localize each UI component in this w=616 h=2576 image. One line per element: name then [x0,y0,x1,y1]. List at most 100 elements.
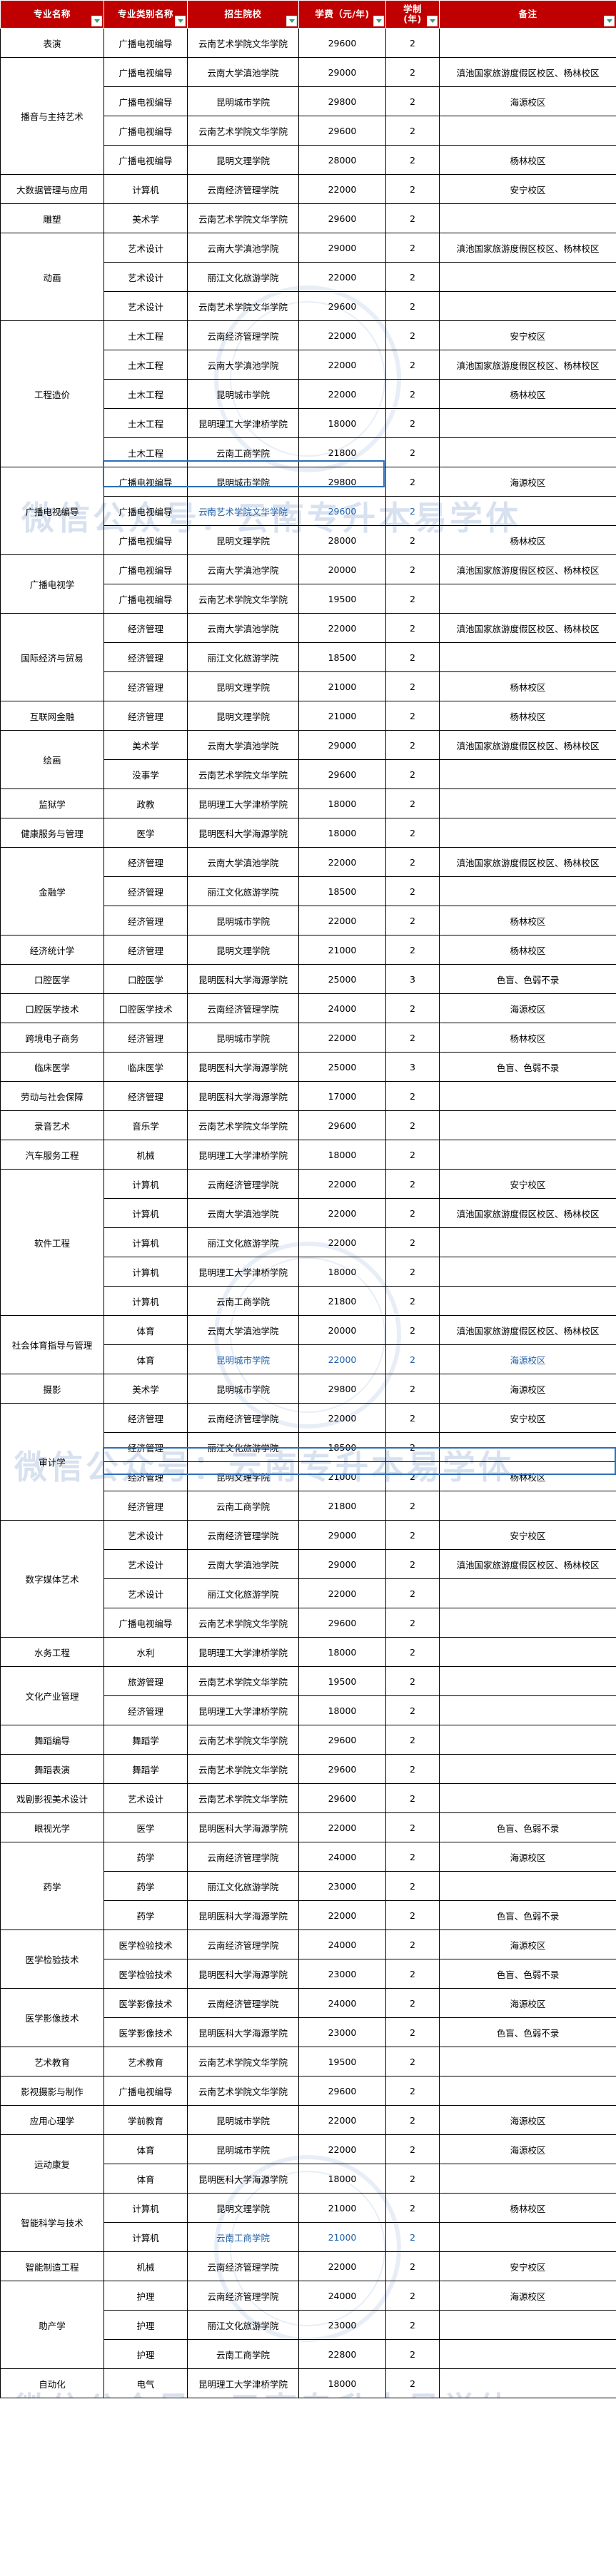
cell-note[interactable]: 滇池国家旅游度假区校区、杨林校区 [439,350,616,380]
cell-note[interactable]: 海源校区 [439,2281,616,2311]
cell-years[interactable]: 2 [385,145,440,175]
cell-category[interactable]: 经济管理 [103,847,188,877]
cell-school[interactable]: 昆明城市学院 [187,2105,299,2135]
cell-school[interactable]: 云南大学滇池学院 [187,1198,299,1228]
cell-category[interactable]: 舞蹈学 [103,1754,188,1784]
cell-note[interactable]: 滇池国家旅游度假区校区、杨林校区 [439,847,616,877]
cell-major[interactable]: 戏剧影视美术设计 [0,1783,104,1813]
cell-category[interactable]: 药学 [103,1900,188,1930]
cell-major[interactable]: 国际经济与贸易 [0,613,104,701]
cell-years[interactable]: 2 [385,28,440,58]
cell-school[interactable]: 昆明理工大学津桥学院 [187,1140,299,1170]
cell-school[interactable]: 云南工商学院 [187,437,299,467]
cell-note[interactable] [439,1286,616,1316]
filter-dropdown-icon-school[interactable] [286,16,297,26]
cell-note[interactable] [439,116,616,146]
cell-years[interactable]: 2 [385,2310,440,2340]
cell-major[interactable]: 广播电视编导 [0,467,104,555]
cell-category[interactable]: 计算机 [103,174,188,204]
cell-years[interactable]: 2 [385,437,440,467]
cell-tuition[interactable]: 22000 [298,1023,386,1053]
cell-note[interactable] [439,2310,616,2340]
cell-years[interactable]: 2 [385,1988,440,2018]
cell-tuition[interactable]: 21800 [298,1491,386,1521]
cell-note[interactable]: 安宁校区 [439,174,616,204]
cell-note[interactable] [439,2164,616,2194]
cell-category[interactable]: 音乐学 [103,1110,188,1140]
cell-category[interactable]: 经济管理 [103,876,188,906]
cell-tuition[interactable]: 29600 [298,1783,386,1813]
cell-category[interactable]: 体育 [103,1315,188,1345]
cell-school[interactable]: 丽江文化旅游学院 [187,1578,299,1608]
cell-category[interactable]: 口腔医学 [103,964,188,994]
cell-category[interactable]: 计算机 [103,1198,188,1228]
cell-tuition[interactable]: 22000 [298,174,386,204]
cell-major[interactable]: 口腔医学技术 [0,993,104,1023]
cell-years[interactable]: 2 [385,1959,440,1989]
cell-tuition[interactable]: 24000 [298,2281,386,2311]
cell-tuition[interactable]: 29600 [298,2076,386,2106]
cell-category[interactable]: 机械 [103,1140,188,1170]
cell-tuition[interactable]: 20000 [298,1315,386,1345]
cell-note[interactable] [439,1783,616,1813]
cell-tuition[interactable]: 29800 [298,467,386,497]
cell-major[interactable]: 应用心理学 [0,2105,104,2135]
cell-years[interactable]: 3 [385,964,440,994]
cell-note[interactable]: 色盲、色弱不录 [439,2017,616,2047]
cell-category[interactable]: 体育 [103,2134,188,2164]
cell-category[interactable]: 医学检验技术 [103,1930,188,1959]
cell-tuition[interactable]: 22000 [298,2251,386,2281]
filter-dropdown-icon-tuition[interactable] [373,16,384,26]
cell-school[interactable]: 云南大学滇池学院 [187,1315,299,1345]
cell-note[interactable]: 杨林校区 [439,671,616,701]
cell-note[interactable]: 杨林校区 [439,2193,616,2223]
cell-tuition[interactable]: 18000 [298,818,386,848]
cell-category[interactable]: 政教 [103,788,188,818]
cell-school[interactable]: 昆明医科大学海源学院 [187,1052,299,1082]
cell-school[interactable]: 丽江文化旅游学院 [187,642,299,672]
cell-years[interactable]: 2 [385,350,440,380]
cell-years[interactable]: 2 [385,1344,440,1374]
cell-school[interactable]: 昆明医科大学海源学院 [187,2017,299,2047]
cell-note[interactable] [439,2368,616,2398]
cell-category[interactable]: 计算机 [103,1257,188,1287]
cell-tuition[interactable]: 25000 [298,1052,386,1082]
cell-note[interactable] [439,1871,616,1901]
cell-category[interactable]: 广播电视编导 [103,584,188,614]
cell-category[interactable]: 经济管理 [103,1461,188,1491]
cell-years[interactable]: 2 [385,788,440,818]
cell-school[interactable]: 昆明理工大学津桥学院 [187,1257,299,1287]
cell-category[interactable]: 电气 [103,2368,188,2398]
cell-category[interactable]: 经济管理 [103,613,188,643]
cell-note[interactable] [439,1695,616,1725]
cell-tuition[interactable]: 29600 [298,203,386,233]
cell-tuition[interactable]: 21000 [298,935,386,965]
cell-category[interactable]: 美术学 [103,730,188,760]
cell-category[interactable]: 艺术设计 [103,233,188,263]
cell-school[interactable]: 昆明城市学院 [187,86,299,116]
cell-category[interactable]: 医学检验技术 [103,1959,188,1989]
cell-years[interactable]: 2 [385,2164,440,2194]
cell-years[interactable]: 2 [385,379,440,409]
cell-category[interactable]: 广播电视编导 [103,496,188,526]
cell-category[interactable]: 土木工程 [103,437,188,467]
cell-note[interactable] [439,1432,616,1462]
cell-note[interactable]: 安宁校区 [439,2251,616,2281]
cell-tuition[interactable]: 19500 [298,1666,386,1696]
cell-years[interactable]: 2 [385,876,440,906]
cell-years[interactable]: 2 [385,1578,440,1608]
cell-category[interactable]: 广播电视编导 [103,525,188,555]
cell-category[interactable]: 艺术设计 [103,1783,188,1813]
cell-note[interactable] [439,818,616,848]
cell-category[interactable]: 艺术设计 [103,1520,188,1550]
cell-category[interactable]: 经济管理 [103,1081,188,1111]
cell-years[interactable]: 2 [385,1637,440,1667]
cell-school[interactable]: 云南艺术学院文华学院 [187,496,299,526]
cell-tuition[interactable]: 22000 [298,906,386,935]
cell-school[interactable]: 云南大学滇池学院 [187,730,299,760]
cell-tuition[interactable]: 29600 [298,291,386,321]
cell-tuition[interactable]: 29600 [298,28,386,58]
cell-years[interactable]: 2 [385,2251,440,2281]
cell-note[interactable]: 安宁校区 [439,320,616,350]
cell-years[interactable]: 2 [385,906,440,935]
